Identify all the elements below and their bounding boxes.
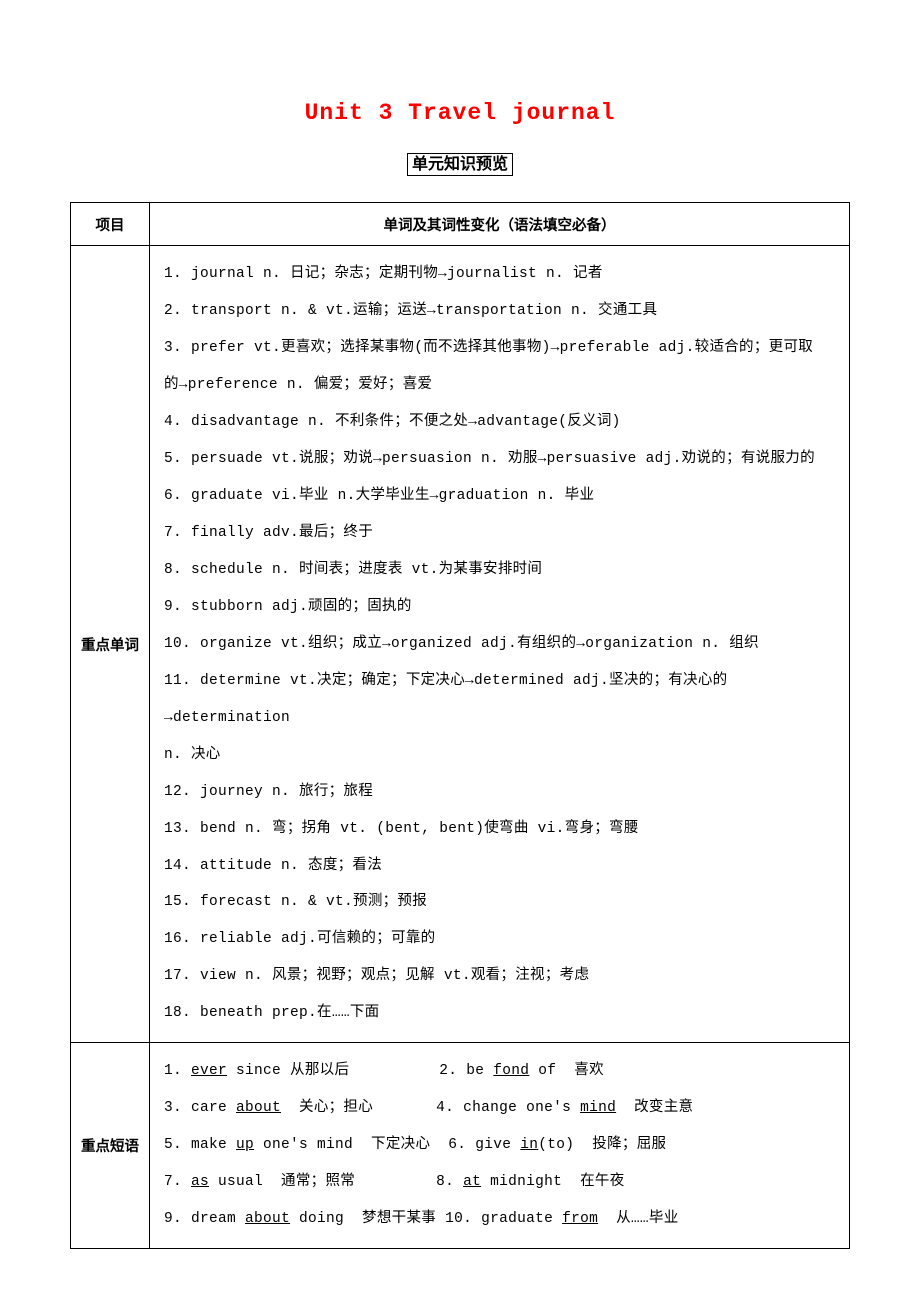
phrase-line: 5. make up one's mind 下定决心 6. give in(to…: [164, 1127, 835, 1164]
vocab-item: 15. forecast n. & vt.预测；预报: [164, 884, 835, 921]
vocab-item: 7. finally adv.最后；终于: [164, 515, 835, 552]
phrase-content: 1. ever since 从那以后 2. be fond of 喜欢 3. c…: [150, 1043, 850, 1249]
vocab-item: 12. journey n. 旅行；旅程: [164, 774, 835, 811]
vocab-item: 1. journal n. 日记；杂志；定期刊物→journalist n. 记…: [164, 256, 835, 293]
vocab-item: 11. determine vt.决定；确定；下定决心→determined a…: [164, 663, 835, 737]
vocab-item: 2. transport n. & vt.运输；运送→transportatio…: [164, 293, 835, 330]
phrase-line: 9. dream about doing 梦想干某事 10. graduate …: [164, 1201, 835, 1238]
vocab-item: 10. organize vt.组织；成立→organized adj.有组织的…: [164, 626, 835, 663]
subtitle-box: 单元知识预览: [70, 150, 850, 174]
vocab-item: 18. beneath prep.在……下面: [164, 995, 835, 1032]
subtitle-text: 单元知识预览: [407, 153, 513, 176]
phrase-line: 3. care about 关心；担心 4. change one's mind…: [164, 1090, 835, 1127]
phrase-line: 1. ever since 从那以后 2. be fond of 喜欢: [164, 1053, 835, 1090]
table-header-row: 项目 单词及其词性变化（语法填空必备）: [71, 203, 850, 246]
main-table: 项目 单词及其词性变化（语法填空必备） 重点单词 1. journal n. 日…: [70, 202, 850, 1249]
vocab-item: 8. schedule n. 时间表；进度表 vt.为某事安排时间: [164, 552, 835, 589]
vocab-item: 14. attitude n. 态度；看法: [164, 848, 835, 885]
vocab-label: 重点单词: [71, 246, 150, 1043]
vocab-item: 17. view n. 风景；视野；观点；见解 vt.观看；注视；考虑: [164, 958, 835, 995]
vocab-item: 的→preference n. 偏爱；爱好；喜爱: [164, 367, 835, 404]
vocab-item: n. 决心: [164, 737, 835, 774]
vocab-item: 16. reliable adj.可信赖的；可靠的: [164, 921, 835, 958]
phrase-label: 重点短语: [71, 1043, 150, 1249]
header-col2: 单词及其词性变化（语法填空必备）: [150, 203, 850, 246]
header-col1: 项目: [71, 203, 150, 246]
phrase-row: 重点短语 1. ever since 从那以后 2. be fond of 喜欢…: [71, 1043, 850, 1249]
page-container: Unit 3 Travel journal 单元知识预览 项目 单词及其词性变化…: [0, 0, 920, 1309]
vocab-item: 9. stubborn adj.顽固的；固执的: [164, 589, 835, 626]
vocab-item: 6. graduate vi.毕业 n.大学毕业生→graduation n. …: [164, 478, 835, 515]
vocab-item: 3. prefer vt.更喜欢；选择某事物(而不选择其他事物)→prefera…: [164, 330, 835, 367]
vocab-item: 13. bend n. 弯；拐角 vt. (bent, bent)使弯曲 vi.…: [164, 811, 835, 848]
vocab-content: 1. journal n. 日记；杂志；定期刊物→journalist n. 记…: [150, 246, 850, 1043]
unit-title: Unit 3 Travel journal: [70, 100, 850, 126]
vocab-row: 重点单词 1. journal n. 日记；杂志；定期刊物→journalist…: [71, 246, 850, 1043]
phrase-line: 7. as usual 通常；照常 8. at midnight 在午夜: [164, 1164, 835, 1201]
vocab-item: 4. disadvantage n. 不利条件；不便之处→advantage(反…: [164, 404, 835, 441]
vocab-item: 5. persuade vt.说服；劝说→persuasion n. 劝服→pe…: [164, 441, 835, 478]
